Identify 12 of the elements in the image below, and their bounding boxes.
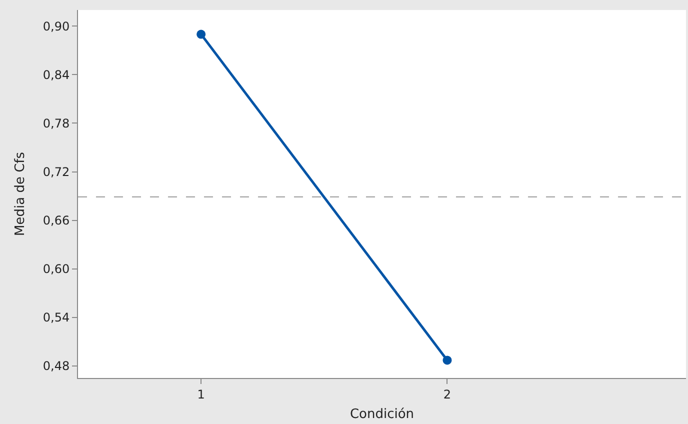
x-tick-label: 2	[443, 387, 452, 402]
y-tick-label: 0,48	[42, 359, 70, 374]
y-axis-title: Media de Cfs	[12, 152, 28, 236]
y-tick-label: 0,78	[42, 116, 70, 130]
x-tick-label: 1	[197, 387, 205, 402]
y-tick-label: 0,90	[42, 19, 70, 34]
y-tick-label: 0,72	[42, 164, 70, 179]
y-tick-label: 0,60	[42, 262, 70, 276]
x-axis-title: Condición	[350, 407, 414, 422]
y-tick-label: 0,84	[42, 68, 70, 82]
y-tick-label: 0,54	[42, 310, 70, 325]
y-tick-label: 0,66	[42, 213, 70, 228]
